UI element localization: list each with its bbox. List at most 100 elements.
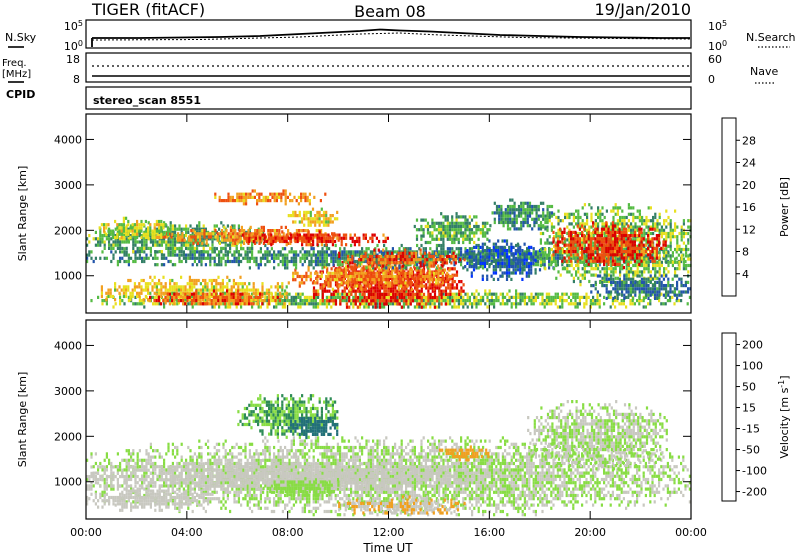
data-cell — [223, 232, 226, 236]
data-cell — [354, 289, 357, 293]
data-cell — [419, 251, 422, 255]
data-cell — [227, 235, 230, 239]
data-cell — [494, 265, 498, 269]
data-cell — [472, 255, 476, 259]
data-cell — [164, 288, 167, 292]
data-cell — [374, 286, 377, 290]
data-cell — [532, 255, 535, 259]
data-cell — [395, 258, 398, 262]
data-cell — [314, 299, 317, 303]
data-cell — [252, 288, 255, 292]
data-cell — [475, 295, 478, 299]
data-cell — [202, 278, 205, 283]
data-cell — [409, 283, 412, 287]
data-cell — [574, 259, 577, 264]
data-cell — [523, 265, 526, 269]
data-cell — [486, 261, 489, 265]
data-cell — [248, 299, 251, 303]
data-cell — [254, 229, 257, 233]
data-cell — [110, 259, 113, 264]
data-cell — [216, 238, 219, 242]
data-cell — [221, 238, 224, 242]
data-cell — [182, 291, 185, 295]
data-cell — [270, 291, 273, 295]
data-cell — [357, 264, 361, 268]
data-cell — [193, 285, 196, 289]
data-cell — [262, 230, 265, 234]
data-cell — [257, 250, 260, 254]
data-cell — [132, 302, 135, 306]
data-cell — [431, 302, 434, 306]
data-cell — [118, 229, 121, 233]
data-cell — [420, 286, 423, 290]
data-cell — [421, 284, 425, 288]
data-cell — [305, 271, 308, 275]
data-cell — [338, 236, 341, 240]
data-cell — [366, 258, 369, 262]
data-cell — [305, 210, 308, 214]
data-cell — [381, 292, 384, 296]
data-cell — [340, 239, 343, 244]
data-cell — [187, 243, 190, 247]
data-cell — [618, 302, 621, 306]
data-cell — [147, 246, 150, 250]
data-cell — [405, 302, 408, 306]
data-cell — [307, 223, 310, 227]
data-cell — [199, 288, 202, 292]
data-cell — [567, 302, 570, 306]
data-cell — [205, 238, 208, 242]
data-cell — [303, 281, 306, 285]
data-cell — [579, 251, 582, 255]
data-cell — [649, 259, 652, 264]
data-cell — [410, 287, 414, 291]
data-cell — [366, 281, 370, 285]
data-cell — [132, 246, 135, 250]
data-cell — [512, 265, 515, 269]
data-cell — [449, 259, 452, 264]
data-cell — [122, 285, 125, 289]
data-cell — [566, 263, 569, 268]
data-cell — [433, 283, 437, 287]
data-cell — [410, 258, 413, 262]
data-cell — [290, 259, 293, 264]
data-cell — [134, 243, 137, 247]
data-cell — [362, 265, 365, 269]
data-cell — [127, 253, 130, 257]
data-cell — [152, 243, 155, 247]
data-cell — [539, 302, 542, 306]
data-cell — [173, 285, 176, 289]
data-cell — [499, 255, 502, 259]
data-cell — [479, 302, 482, 306]
data-cell — [483, 242, 487, 246]
data-cell — [166, 235, 169, 239]
data-cell — [512, 261, 515, 265]
data-cell — [141, 243, 144, 247]
data-cell — [393, 278, 396, 282]
data-cell — [360, 284, 363, 288]
data-cell — [492, 255, 495, 259]
data-cell — [171, 224, 174, 228]
data-cell — [125, 232, 128, 236]
data-cell — [503, 239, 506, 243]
data-cell — [586, 222, 589, 226]
data-cell — [224, 263, 227, 267]
data-cell — [358, 292, 361, 296]
data-cell — [256, 238, 259, 242]
data-cell — [387, 299, 390, 303]
data-cell — [343, 250, 346, 254]
data-cell — [437, 258, 440, 262]
data-cell — [110, 243, 113, 247]
data-cell — [204, 234, 207, 238]
data-cell — [418, 296, 421, 300]
data-cell — [125, 250, 128, 254]
data-cell — [122, 291, 125, 295]
data-cell — [235, 282, 238, 286]
data-cell — [664, 295, 667, 299]
data-cell — [528, 256, 531, 260]
data-cell — [260, 229, 263, 233]
data-cell — [349, 265, 352, 269]
data-cell — [364, 251, 367, 255]
data-cell — [131, 232, 134, 236]
data-cell — [481, 261, 484, 265]
data-cell — [295, 299, 298, 303]
